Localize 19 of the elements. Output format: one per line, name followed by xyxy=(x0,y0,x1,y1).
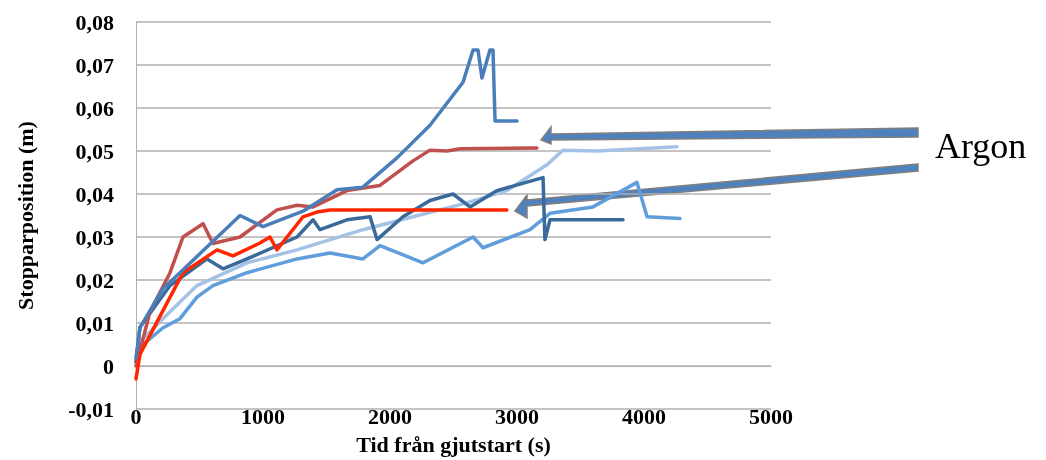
x-axis-title: Tid från gjutstart (s) xyxy=(356,431,551,457)
y-tick-label: 0,08 xyxy=(75,9,114,35)
y-tick-label: 0,01 xyxy=(75,310,114,336)
y-tick-label: 0,05 xyxy=(75,138,114,164)
y-tick-label: -0,01 xyxy=(68,396,114,422)
y-axis-title: Stopparposition (m) xyxy=(12,121,38,310)
x-tick-label: 3000 xyxy=(495,403,539,429)
y-tick-label: 0,06 xyxy=(75,95,114,121)
y-tick-label: 0,03 xyxy=(75,224,114,250)
y-tick-label: 0 xyxy=(103,353,114,379)
x-tick-label: 5000 xyxy=(749,403,793,429)
y-tick-label: 0,02 xyxy=(75,267,114,293)
x-tick-label: 4000 xyxy=(622,403,666,429)
x-tick-label: 0 xyxy=(130,403,142,429)
y-tick-label: 0,07 xyxy=(75,52,114,78)
text: Argon xyxy=(935,126,1027,166)
x-tick-label: 2000 xyxy=(368,403,412,429)
y-tick-label: 0,04 xyxy=(75,181,114,207)
x-tick-label: 1000 xyxy=(241,403,285,429)
